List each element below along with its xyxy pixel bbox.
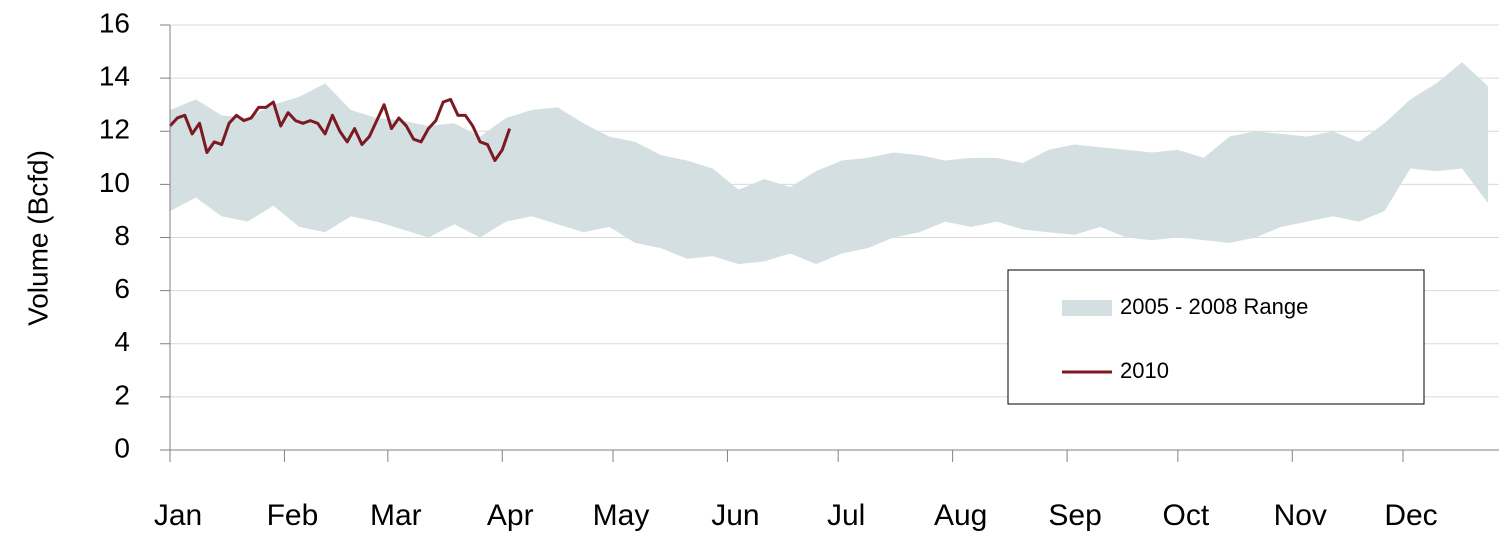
x-tick-label: Jan: [154, 499, 202, 532]
x-tick-label: Apr: [487, 499, 534, 532]
x-tick-label: Sep: [1048, 499, 1101, 532]
x-tick-label: Feb: [267, 499, 319, 532]
x-tick-label: Dec: [1384, 499, 1437, 532]
y-tick-label: 14: [99, 61, 130, 92]
x-tick-label: Jun: [711, 499, 759, 532]
line: [168, 97, 512, 162]
y-tick-label: 2: [114, 379, 130, 410]
legend-box: [1007, 269, 1425, 405]
x-tick-label: Nov: [1274, 499, 1327, 532]
x-tick-label: Mar: [370, 499, 422, 532]
y-tick-label: 6: [114, 273, 130, 304]
y-tick-label: 12: [99, 114, 130, 145]
legend-label: 2005 - 2008 Range: [1120, 294, 1308, 319]
legend-swatch: [1062, 300, 1112, 316]
x-tick-label: May: [593, 499, 650, 532]
x-tick-label: Oct: [1162, 499, 1209, 532]
x-tick-label: Aug: [934, 499, 987, 532]
y-tick-label: 0: [114, 432, 130, 463]
legend-label: 2010: [1120, 358, 1169, 383]
y-axis-label: Volume (Bcfd): [22, 150, 53, 326]
y-tick-label: 16: [99, 7, 130, 38]
y-tick-label: 10: [99, 167, 130, 198]
range-area: [170, 62, 1488, 265]
y-tick-label: 4: [114, 326, 130, 357]
x-tick-label: Jul: [827, 499, 865, 532]
y-tick-label: 8: [114, 220, 130, 251]
